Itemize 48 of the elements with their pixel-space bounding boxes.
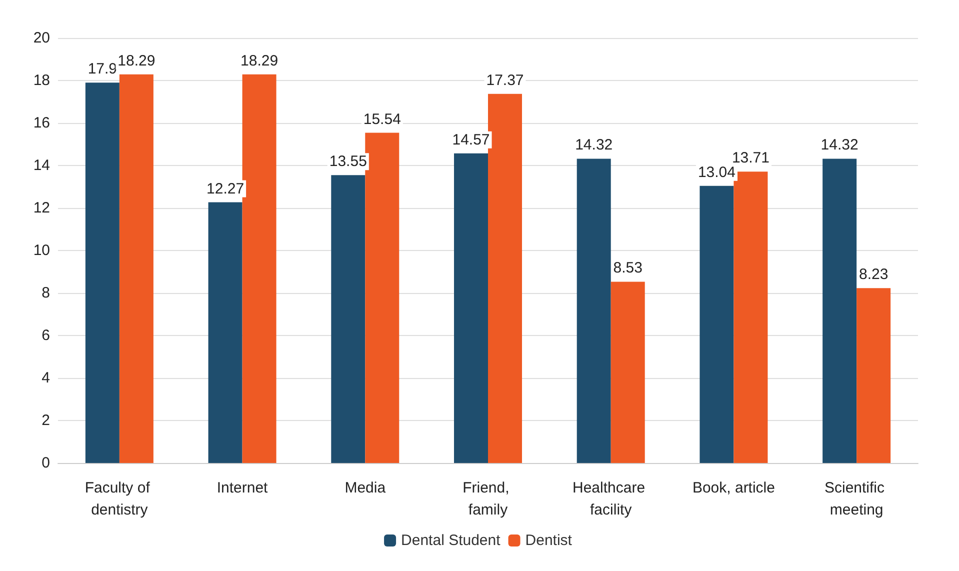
bar [610,282,645,463]
y-tick-label: 8 [42,284,50,302]
legend-label: Dental Student [401,532,502,549]
data-label: 8.23 [858,266,888,284]
bar [85,82,120,463]
bar [576,158,611,463]
bar [856,288,891,463]
data-label: 18.29 [240,52,278,70]
y-tick-label: 10 [33,242,50,259]
x-tick-label: Media [344,480,386,496]
data-label: 13.71 [732,150,770,167]
x-tick-label: Friend, family [462,480,514,518]
data-label: 17.37 [486,72,524,89]
y-tick-label: 20 [33,30,50,46]
y-tick-label: 12 [33,200,50,216]
bar [822,158,857,463]
data-label: 15.54 [363,110,401,128]
bar [488,94,522,463]
y-tick-label: 18 [33,72,50,89]
x-tick-label: Internet [216,480,269,496]
bar [119,74,154,463]
data-label: 13.55 [329,153,367,170]
bar [454,153,488,463]
y-tick-label: 6 [42,327,50,344]
y-tick-label: 14 [33,157,50,174]
bar [331,175,366,463]
x-tick-label: Scientific meeting [824,480,889,518]
bar [242,74,276,463]
bar [208,202,242,463]
x-tick-label: Book, article [692,480,775,496]
data-label: 13.04 [698,164,736,181]
data-label: 14.32 [575,136,613,154]
data-label: 17.9 [88,60,118,78]
data-label: 8.53 [613,260,642,277]
bar [700,186,734,463]
bar [365,132,400,463]
y-tick-label: 2 [42,412,50,429]
y-tick-label: 0 [42,454,50,472]
data-label: 12.27 [206,180,244,198]
y-tick-label: 16 [33,114,50,132]
data-label: 14.32 [820,136,858,154]
data-label: 18.29 [118,52,156,70]
x-tick-label: Faculty of dentistry [84,480,154,518]
bar [734,172,768,463]
data-label: 14.57 [452,131,490,148]
y-tick-label: 4 [42,370,50,386]
x-tick-label: Healthcare facility [572,480,650,518]
legend-label: Dentist [525,532,573,549]
